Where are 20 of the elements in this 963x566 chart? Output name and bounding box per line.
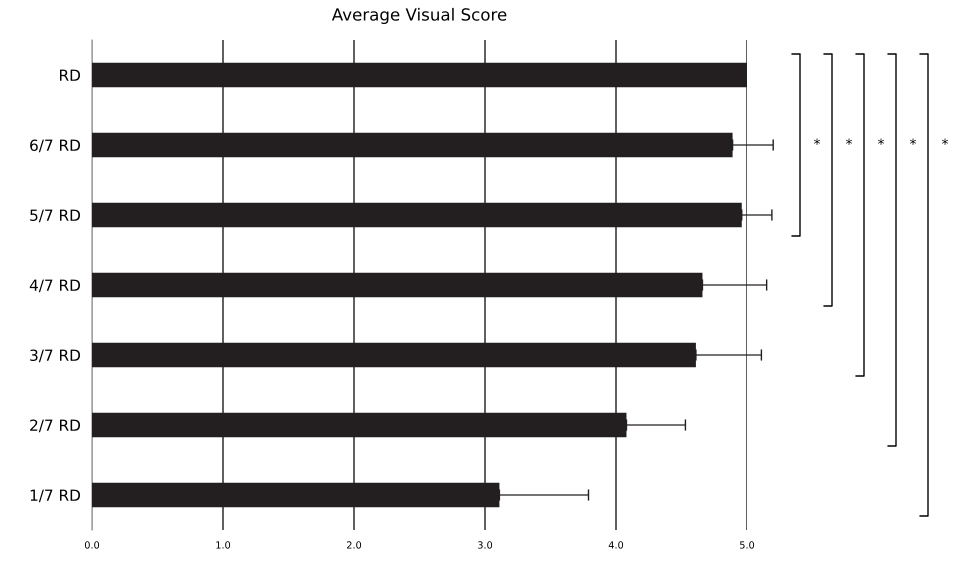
y-tick-label: RD — [60, 70, 80, 81]
y-tick-label: 3/7 RD — [30, 349, 80, 362]
y-tick-label: 1/7 RD — [30, 490, 80, 502]
x-tick-label: 2.0 — [346, 541, 362, 549]
y-tick-label: 5/7 RD — [30, 210, 80, 222]
text: * — [878, 138, 884, 145]
y-tick-label: 6/7 RD — [30, 139, 80, 152]
x-tick-label: 5.0 — [740, 541, 754, 549]
text: * — [910, 138, 916, 145]
y-tick-label: 2/7 RD — [30, 419, 80, 432]
y-tick-label: 4/7 RD — [30, 280, 80, 292]
x-tick-label: 1.0 — [216, 541, 230, 549]
text: * — [814, 138, 820, 145]
text: * — [846, 138, 852, 145]
x-tick-label: 3.0 — [478, 541, 492, 549]
x-tick-label: 4.0 — [608, 541, 624, 549]
text: * — [942, 138, 948, 145]
bar — [92, 62, 747, 88]
chart-title: Average Visual Score — [332, 8, 506, 24]
x-tick-label: 0.0 — [84, 541, 100, 549]
